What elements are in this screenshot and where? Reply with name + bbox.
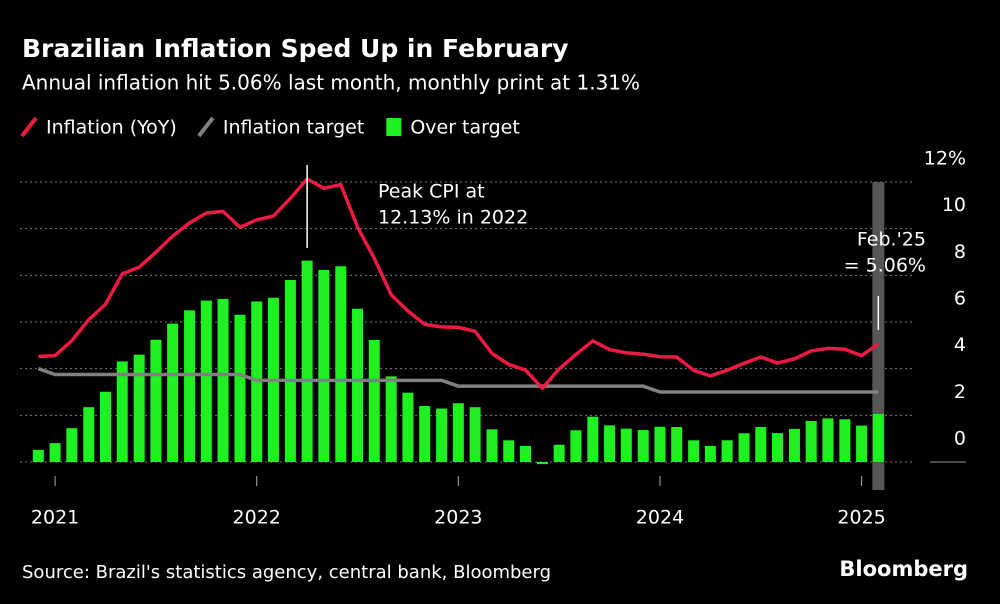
- x-tick-label: 2023: [434, 507, 482, 529]
- y-tick-label: 8: [954, 241, 966, 263]
- bar: [419, 406, 431, 462]
- line: [38, 177, 880, 391]
- bar: [856, 425, 868, 462]
- x-tick-label: 2025: [837, 507, 885, 529]
- bar: [738, 433, 750, 462]
- bar: [385, 376, 397, 462]
- source: Source: Brazil's statistics agency, cent…: [22, 562, 551, 583]
- y-tick-label: 0: [954, 428, 966, 450]
- bar: [352, 308, 364, 462]
- annotation: Peak CPI at: [378, 181, 485, 203]
- bar: [402, 392, 414, 462]
- bar: [604, 425, 616, 462]
- bar: [822, 418, 834, 462]
- x-tick-label: 2022: [233, 507, 281, 529]
- bar: [519, 445, 531, 462]
- bar: [788, 428, 800, 462]
- legend-label: Inflation (YoY): [46, 117, 177, 139]
- bar: [217, 298, 229, 462]
- bar: [335, 266, 347, 462]
- chart-subtitle: Annual inflation hit 5.06% last month, m…: [22, 71, 640, 95]
- bar: [184, 310, 196, 462]
- legend-swatch: [386, 118, 402, 136]
- annotation: = 5.06%: [844, 255, 926, 277]
- bar: [318, 269, 330, 462]
- bar: [167, 323, 179, 462]
- bar: [116, 361, 128, 462]
- bar: [772, 433, 784, 462]
- legend-label: Inflation target: [223, 117, 364, 139]
- x-tick-label: 2024: [636, 507, 684, 529]
- y-tick-label: 2: [954, 381, 966, 403]
- bar: [83, 407, 95, 462]
- bar: [284, 280, 296, 462]
- bar: [721, 440, 733, 462]
- bar: [755, 427, 767, 462]
- bar: [654, 426, 666, 462]
- chart-title: Brazilian Inflation Sped Up in February: [22, 34, 569, 63]
- legend-label: Over target: [410, 117, 520, 139]
- bar: [536, 462, 548, 465]
- bar: [32, 449, 44, 462]
- y-tick-label: 4: [954, 334, 966, 356]
- legend-swatch: [20, 116, 38, 138]
- bar: [200, 300, 212, 462]
- x-tick-label: 2021: [31, 507, 79, 529]
- bar: [503, 440, 515, 462]
- y-tick-label: 12%: [924, 148, 966, 170]
- bar: [368, 339, 380, 462]
- y-tick-label: 10: [942, 194, 966, 216]
- bar: [301, 260, 313, 462]
- highlight-band: [872, 182, 885, 490]
- bar: [99, 391, 111, 462]
- annotation: 12.13% in 2022: [378, 207, 528, 229]
- bar: [671, 427, 683, 462]
- bar: [872, 413, 884, 462]
- bar: [133, 354, 145, 462]
- bar: [452, 403, 464, 462]
- bar: [486, 429, 498, 462]
- bar: [553, 444, 565, 462]
- bar: [637, 430, 649, 462]
- bar: [49, 443, 61, 462]
- line: [37, 367, 879, 394]
- bar: [150, 339, 162, 462]
- bar: [839, 419, 851, 462]
- bar: [234, 314, 246, 462]
- annotation: Feb.'25: [857, 229, 926, 251]
- bar: [66, 428, 78, 462]
- bar: [570, 430, 582, 462]
- bar: [704, 445, 716, 462]
- legend-swatch: [197, 116, 215, 138]
- bar: [436, 408, 448, 462]
- bar: [805, 420, 817, 462]
- bar: [469, 407, 481, 462]
- y-tick-label: 6: [954, 288, 966, 310]
- bar: [587, 416, 599, 462]
- bar: [688, 440, 700, 462]
- bar: [620, 428, 632, 462]
- brand: Bloomberg: [839, 557, 968, 581]
